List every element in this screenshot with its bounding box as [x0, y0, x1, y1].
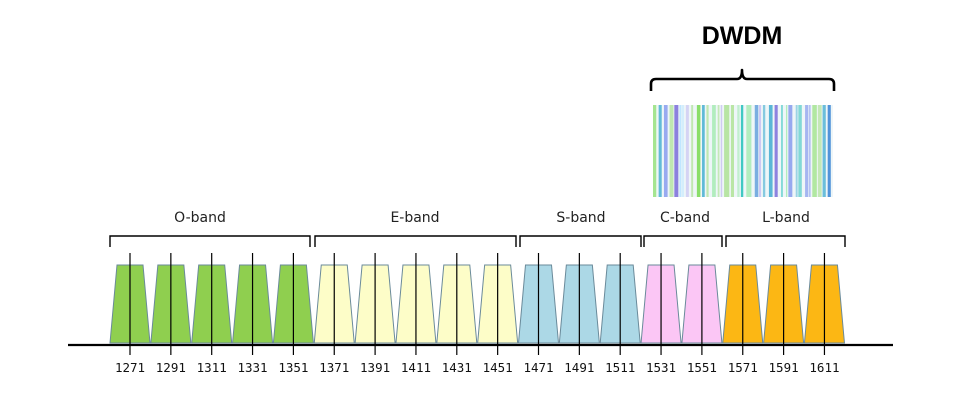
wavelength-label-1591: 1591 [769, 360, 799, 375]
band-label-c: C-band [660, 210, 710, 226]
dwdm-stripe-35 [827, 105, 831, 197]
dwdm-spectrum [653, 105, 833, 197]
wavelength-label-1371: 1371 [319, 360, 349, 375]
wavelength-label-1571: 1571 [728, 360, 758, 375]
dwdm-stripe-34 [822, 105, 826, 197]
wavelength-label-1511: 1511 [605, 360, 635, 375]
dwdm-stripe-26 [785, 105, 788, 197]
dwdm-stripe-16 [730, 105, 734, 197]
bracket-e-band [314, 235, 517, 247]
dwdm-stripe-1 [658, 105, 662, 197]
dwdm-stripe-9 [696, 105, 701, 197]
band-label-e: E-band [390, 210, 439, 226]
dwdm-stripe-0 [653, 105, 657, 197]
bracket-c-band [643, 235, 723, 247]
dwdm-stripe-7 [685, 105, 689, 197]
dwdm-stripe-3 [669, 105, 674, 197]
dwdm-stripe-23 [768, 105, 773, 197]
bracket-s-band [519, 235, 642, 247]
bracket-o-band [109, 235, 311, 247]
wavelength-label-1551: 1551 [687, 360, 717, 375]
dwdm-stripe-29 [798, 105, 802, 197]
dwdm-stripe-28 [795, 105, 798, 197]
dwdm-stripe-2 [663, 105, 668, 197]
dwdm-stripe-33 [817, 105, 822, 197]
wavelength-label-1611: 1611 [809, 360, 839, 375]
dwdm-stripe-15 [724, 105, 730, 197]
dwdm-stripe-21 [758, 105, 762, 197]
dwdm-stripe-8 [691, 105, 694, 197]
wavelength-label-1411: 1411 [401, 360, 431, 375]
wavelength-label-1431: 1431 [442, 360, 472, 375]
dwdm-stripe-27 [788, 105, 793, 197]
dwdm-stripe-25 [781, 105, 783, 197]
dwdm-stripe-19 [746, 105, 752, 197]
wavelength-label-1271: 1271 [115, 360, 145, 375]
wavelength-label-1471: 1471 [523, 360, 553, 375]
dwdm-stripe-5 [679, 105, 682, 197]
dwdm-stripe-6 [682, 105, 684, 197]
dwdm-stripe-32 [812, 105, 817, 197]
wavelength-label-1331: 1331 [237, 360, 267, 375]
bracket-l-band [725, 235, 846, 247]
dwdm-stripe-12 [712, 105, 716, 197]
wavelength-label-1491: 1491 [564, 360, 594, 375]
dwdm-stripe-30 [805, 105, 809, 197]
dwdm-stripe-14 [720, 105, 723, 197]
dwdm-stripe-31 [809, 105, 811, 197]
band-label-o: O-band [174, 210, 226, 226]
wavelength-label-1531: 1531 [646, 360, 676, 375]
wavelength-label-1291: 1291 [156, 360, 186, 375]
wavelength-label-1351: 1351 [278, 360, 308, 375]
dwdm-stripe-22 [762, 105, 766, 197]
channel-filters [109, 253, 845, 355]
dwdm-stripe-20 [754, 105, 759, 197]
dwdm-stripe-13 [717, 105, 720, 197]
dwdm-stripe-18 [740, 105, 744, 197]
band-label-l: L-band [762, 210, 810, 226]
dwdm-stripe-11 [706, 105, 709, 197]
dwdm-title: DWDM [702, 22, 783, 50]
wavelength-label-1451: 1451 [483, 360, 513, 375]
wavelength-labels: 1271 1291 1311 1331 1351 1371 1391 1411 1431 1451… [115, 360, 840, 375]
dwdm-stripe-4 [674, 105, 679, 197]
wavelength-label-1311: 1311 [197, 360, 227, 375]
dwdm-stripe-10 [702, 105, 705, 197]
band-label-s: S-band [556, 210, 605, 226]
wavelength-label-1391: 1391 [360, 360, 390, 375]
dwdm-stripe-17 [737, 105, 740, 197]
dwdm-brace [649, 68, 836, 91]
band-brackets: O-band E-band S-band C-band L-band [109, 210, 846, 247]
dwdm-stripe-24 [774, 105, 778, 197]
